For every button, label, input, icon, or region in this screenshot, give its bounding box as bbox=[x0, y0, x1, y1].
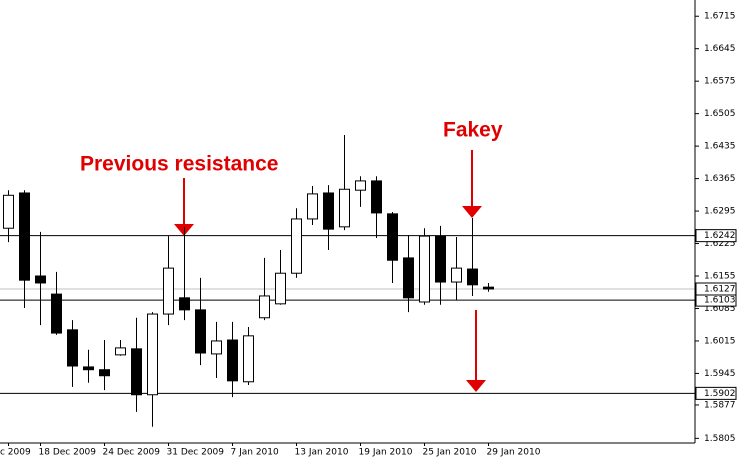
x-tick-label: 19 Jan 2010 bbox=[359, 448, 413, 458]
candle-body bbox=[307, 193, 318, 220]
x-tick-label: 29 Jan 2010 bbox=[487, 448, 541, 458]
x-tick-label: 18 Dec 2009 bbox=[39, 448, 97, 458]
x-tick-label: c 2009 bbox=[0, 448, 31, 458]
candle-body bbox=[483, 286, 494, 290]
x-tick-label: 7 Jan 2010 bbox=[231, 448, 279, 458]
candle-body bbox=[3, 194, 14, 229]
candle-body bbox=[147, 313, 158, 396]
candle-body bbox=[371, 180, 382, 214]
x-tick-label: 31 Dec 2009 bbox=[167, 448, 225, 458]
candle-body bbox=[163, 267, 174, 315]
y-tick-label: 1.6575 bbox=[704, 77, 736, 87]
arrow-head bbox=[466, 380, 486, 392]
candle-body bbox=[291, 218, 302, 274]
candle-body bbox=[355, 180, 366, 191]
candle-body bbox=[435, 235, 446, 283]
y-tick-label: 1.5877 bbox=[704, 400, 736, 410]
x-tick-label: 13 Jan 2010 bbox=[295, 448, 349, 458]
y-tick-label: 1.6365 bbox=[704, 174, 736, 184]
annotation: Previous resistance bbox=[80, 153, 278, 176]
level-label: 1.6242 bbox=[704, 231, 736, 241]
y-tick-label: 1.6295 bbox=[704, 207, 736, 217]
arrow-head bbox=[462, 206, 482, 218]
candle-body bbox=[131, 348, 142, 396]
bid-box bbox=[695, 282, 737, 296]
y-tick-label: 1.6225 bbox=[704, 239, 736, 249]
y-tick-label: 1.5805 bbox=[704, 434, 736, 444]
annotation: Fakey bbox=[443, 119, 503, 142]
candle-body bbox=[387, 213, 398, 261]
candle-body bbox=[99, 369, 110, 377]
x-tick-label: 24 Dec 2009 bbox=[103, 448, 161, 458]
candle-body bbox=[259, 295, 270, 319]
y-tick-label: 1.5945 bbox=[704, 369, 736, 379]
level-label: 1.5902 bbox=[704, 389, 736, 399]
candle-body bbox=[51, 293, 62, 334]
candle-body bbox=[227, 339, 238, 382]
candle-body bbox=[115, 347, 126, 356]
y-tick-label: 1.6715 bbox=[704, 12, 736, 22]
y-tick-label: 1.6085 bbox=[704, 304, 736, 314]
candle-body bbox=[35, 275, 46, 284]
x-tick-label: 25 Jan 2010 bbox=[423, 448, 477, 458]
candle-body bbox=[83, 366, 94, 371]
candle-body bbox=[179, 297, 190, 311]
candle-body bbox=[243, 335, 254, 383]
candle-body bbox=[67, 329, 78, 367]
y-tick-label: 1.6015 bbox=[704, 336, 736, 346]
candle-body bbox=[275, 272, 286, 305]
y-tick-label: 1.6505 bbox=[704, 109, 736, 119]
y-tick-label: 1.6155 bbox=[704, 272, 736, 282]
level-box bbox=[695, 386, 737, 400]
candle-body bbox=[19, 192, 30, 281]
candle-body bbox=[211, 340, 222, 355]
y-tick-label: 1.6435 bbox=[704, 142, 736, 152]
y-tick-label: 1.6645 bbox=[704, 44, 736, 54]
candle-body bbox=[323, 192, 334, 230]
candle-body bbox=[419, 235, 430, 303]
bid-label: 1.6127 bbox=[704, 284, 736, 294]
candle-body bbox=[451, 267, 462, 283]
candle-body bbox=[467, 268, 478, 286]
level-label: 1.6103 bbox=[704, 296, 736, 306]
candle-body bbox=[403, 257, 414, 299]
level-box bbox=[695, 229, 737, 243]
candle-body bbox=[339, 188, 350, 228]
candle-body bbox=[195, 309, 206, 354]
